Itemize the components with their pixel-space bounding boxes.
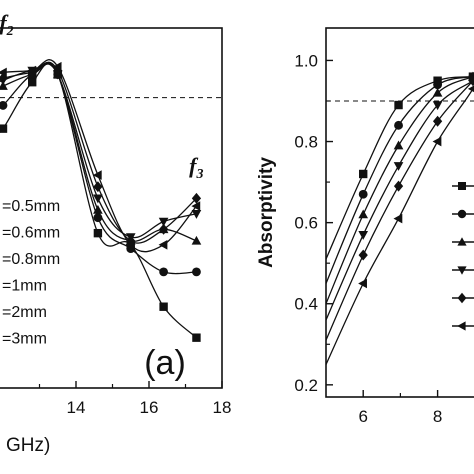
panel-a-x-tick-label: 16 — [140, 398, 159, 417]
panel-a-data-point — [158, 223, 169, 235]
panel-b-data-point — [432, 87, 443, 97]
panel-a-x-tick-label: 18 — [213, 398, 232, 417]
panel-b-y-tick-label: 0.4 — [294, 295, 318, 314]
panel-b-y-tick-label: 0.6 — [294, 214, 318, 233]
panel-a-peak-label: f2 — [0, 10, 14, 39]
panel-b-legend-marker — [457, 266, 467, 275]
panel-b-y-tick-label: 0.8 — [294, 133, 318, 152]
panel-b-y-tick-label: 0.2 — [294, 376, 318, 395]
panel-a-legend-label: =0.8mm — [2, 251, 60, 268]
panel-b-data-point — [393, 213, 403, 224]
panel-b-legend-marker — [457, 321, 466, 331]
panel-a-data-point — [0, 124, 8, 133]
panel-b-data-point — [432, 136, 442, 147]
panel-b-data-point — [432, 115, 443, 127]
panel-a-data-point — [52, 61, 62, 72]
panel-b-data-point — [358, 189, 368, 199]
panel-b-data-point — [467, 85, 474, 93]
panel-a-label: (a) — [144, 344, 186, 382]
panel-a-data-point — [159, 302, 168, 311]
panel-a-data-point — [191, 192, 202, 204]
panel-b-data-point — [358, 249, 368, 261]
panel-a-legend-label: =0.6mm — [2, 225, 60, 242]
panel-a-data-point — [93, 194, 103, 204]
panel-a-data-point — [191, 201, 201, 211]
panel-b-legend-marker — [457, 292, 467, 304]
panel-b-x-tick-label: 6 — [358, 407, 367, 426]
panel-a-data-point — [0, 67, 7, 78]
panel-b-data-point — [393, 162, 404, 171]
panel-b-data-point — [358, 209, 369, 219]
panel-a-series-line — [0, 62, 197, 339]
panel-a-legend-label: =2mm — [2, 304, 47, 321]
panel-a-data-point — [125, 239, 135, 250]
panel-a-data-point — [158, 239, 168, 250]
panel-b-data-point — [358, 278, 367, 289]
panel-b-data-point — [393, 140, 404, 150]
panel-b-series-line — [325, 76, 474, 321]
panel-a-data-point — [191, 210, 202, 219]
panel-b-data-point — [394, 120, 403, 130]
panel-b-legend-marker — [457, 209, 467, 219]
panel-a-data-point — [158, 217, 169, 227]
panel-b-legend-marker — [458, 182, 466, 190]
panel-a-series-line — [0, 59, 197, 253]
panel-a-data-point — [93, 181, 103, 193]
panel-a-peak-label: f3 — [189, 153, 203, 182]
panel-a-data-point — [192, 267, 201, 277]
panel-b-y-axis-title: Absorptivity — [256, 157, 277, 268]
panel-a-data-point — [92, 170, 102, 180]
panel-a-data-point — [93, 204, 103, 214]
panel-a-legend-label: =3mm — [2, 331, 47, 348]
panel-a-legend-label: =0.5mm — [2, 198, 60, 215]
panel-a-data-point — [27, 65, 36, 76]
panel-b-frame — [325, 27, 474, 398]
panel-a-series-line — [0, 63, 197, 242]
panel-b-data-point — [358, 231, 369, 240]
panel-a-legend-label: =1mm — [2, 278, 47, 295]
panel-b-legend-marker — [457, 237, 467, 246]
panel-b-data-point — [394, 100, 403, 110]
panel-a-data-point — [0, 101, 8, 110]
panel-a-x-tick-label: 14 — [67, 398, 86, 417]
panel-a-data-point — [0, 72, 8, 84]
panel-b-data-point — [432, 101, 443, 111]
panel-b-x-tick-label: 8 — [433, 407, 442, 426]
panel-a-data-point — [192, 333, 201, 342]
panel-b-data-point — [433, 80, 443, 90]
panel-a-series-line — [0, 61, 197, 244]
panel-b-data-point — [359, 169, 368, 179]
panel-a-data-point — [159, 267, 169, 277]
panel-b-data-point — [468, 75, 474, 87]
panel-b-y-tick-label: 1.0 — [294, 51, 318, 70]
panel-a-x-axis-title: GHz) — [6, 435, 50, 456]
panel-a-chart: 14 16 18 GHz) =0.5mm =0.6mm =0.8mm =1mm =2mm =3mm… — [0, 10, 231, 456]
panel-a-data-point — [191, 235, 202, 245]
panel-b-chart: 0.2 0.4 0.6 0.8 1.0 6 8 Absorptivity — [256, 27, 474, 426]
panel-a-data-point — [93, 228, 103, 238]
panel-a-series-line — [0, 62, 197, 275]
panel-b-data-point — [393, 180, 404, 192]
panel-a-data-point — [28, 77, 37, 87]
